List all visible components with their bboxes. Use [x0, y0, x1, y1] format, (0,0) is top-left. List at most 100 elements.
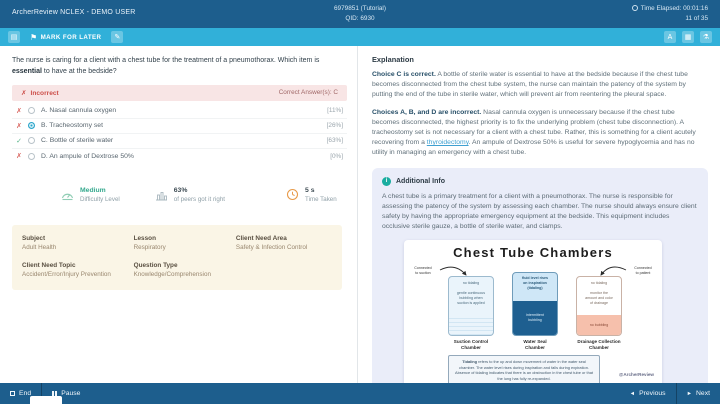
explanation-paragraph-2: Choices A, B, and D are incorrect. Nasal…	[372, 108, 696, 157]
clock-icon	[631, 5, 638, 11]
flag-icon: ⚑	[30, 32, 38, 42]
question-toolbar: ▤ ⚑ MARK FOR LATER ✎ A ▦ ⚗	[0, 28, 720, 46]
tidaling-caption: Tidaling refers to the up and down movem…	[448, 355, 600, 383]
meta-question-type: Question Type Knowledge/Comprehension	[133, 262, 211, 279]
lab-values-icon[interactable]: ⚗	[700, 31, 712, 43]
gauge-icon	[60, 187, 75, 202]
stop-icon	[10, 391, 15, 396]
option-a-percent: [11%]	[327, 107, 343, 115]
option-row-b[interactable]: ✗ B. Tracheostomy set [26%]	[12, 119, 347, 134]
additional-info-panel: i Additional Info A chest tube is a prim…	[372, 167, 708, 383]
app-title: ArcherReview NCLEX - DEMO USER	[12, 9, 136, 16]
option-c-label: C. Bottle of sterile water	[41, 137, 114, 145]
answer-options: ✗ A. Nasal cannula oxygen [11%] ✗ B. Tra…	[12, 104, 347, 164]
right-arrow-icon: ►	[686, 390, 693, 397]
peers-value: 63%	[173, 186, 188, 194]
additional-info-header: i Additional Info	[382, 176, 698, 186]
mark-for-later-label: MARK FOR LATER	[40, 33, 102, 41]
left-arrow-icon: ◄	[629, 390, 636, 397]
time-elapsed: Time Elapsed: 00:01:16	[631, 4, 708, 14]
question-stats: Medium Difficulty Level 63% of peers got…	[12, 186, 347, 204]
drainage-collection-chamber: no tidaling monitor the amount and color…	[576, 276, 622, 337]
chest-tube-diagram: Chest Tube Chambers Connected to suction…	[404, 240, 662, 383]
explanation-paragraph-1: Choice C is correct. A bottle of sterile…	[372, 71, 688, 99]
question-metadata: Subject Adult Health Lesson Respiratory …	[12, 224, 342, 290]
session-info: 6979851 (Tutorial) QID: 6930	[0, 4, 720, 24]
meta-subject: Subject Adult Health	[22, 234, 57, 251]
question-progress: 11 of 35	[685, 15, 708, 22]
next-button[interactable]: ► Next	[686, 390, 710, 397]
text-size-icon[interactable]: A	[664, 31, 676, 43]
browser-corner-tab	[30, 396, 62, 404]
peers-label: of peers got it right	[173, 195, 226, 203]
peers-stat: 63% of peers got it right	[154, 186, 225, 204]
radio-option-d[interactable]	[28, 152, 35, 160]
top-status-bar: ArcherReview NCLEX - DEMO USER 6979851 (…	[0, 0, 720, 28]
suction-control-chamber: no tidaling gentle continuous bubbling w…	[448, 276, 494, 337]
bar-chart-icon	[154, 187, 169, 202]
option-c-percent: [63%]	[326, 137, 343, 145]
pause-button[interactable]: Pause	[42, 383, 90, 404]
explanation-panel: Explanation Choice C is correct. A bottl…	[358, 46, 720, 383]
x-mark-icon: ✗	[21, 89, 27, 97]
separator	[41, 383, 43, 404]
explanation-heading: Explanation	[372, 55, 414, 64]
panel-divider	[357, 46, 358, 383]
difficulty-stat: Medium Difficulty Level	[60, 186, 120, 204]
meta-client-need-area: Client Need Area Safety & Infection Cont…	[235, 234, 308, 251]
difficulty-value: Medium	[80, 186, 106, 194]
timer-block: Time Elapsed: 00:01:16 11 of 35	[631, 4, 708, 24]
difficulty-label: Difficulty Level	[80, 195, 120, 203]
time-stat: 5 s Time Taken	[285, 186, 337, 204]
pause-icon	[52, 390, 58, 397]
calculator-icon[interactable]: ▦	[682, 31, 694, 43]
archer-review-credit: @ArcherReview	[618, 372, 654, 378]
option-a-label: A. Nasal cannula oxygen	[41, 107, 117, 115]
time-value: 5 s	[305, 186, 315, 194]
thyroidectomy-link[interactable]: thyroidectomy	[426, 139, 469, 147]
patient-callout: Connected to patient	[634, 266, 652, 275]
incorrect-x-icon: ✗	[16, 153, 22, 161]
water-seal-chamber: fluid level rises on inspiration (tidali…	[512, 272, 558, 337]
option-row-d[interactable]: ✗ D. An ampule of Dextrose 50% [0%]	[12, 149, 347, 164]
time-label: Time Taken	[305, 195, 337, 203]
suction-callout: Connected to suction	[414, 266, 432, 275]
bottom-nav-bar: End Pause ◄ Previous ► Next	[0, 383, 720, 404]
question-id: QID: 6930	[345, 15, 375, 22]
toolbar-right-icons: A ▦ ⚗	[664, 31, 712, 43]
notes-icon[interactable]: ▤	[8, 31, 20, 43]
end-button[interactable]: End	[0, 383, 41, 404]
radio-option-a[interactable]	[28, 107, 35, 115]
info-icon: i	[382, 176, 391, 186]
option-d-percent: [0%]	[330, 152, 343, 160]
option-b-label: B. Tracheostomy set	[41, 122, 103, 130]
water-dashes	[449, 315, 493, 336]
previous-button[interactable]: ◄ Previous	[629, 390, 666, 397]
question-panel: The nurse is caring for a client with a …	[0, 46, 357, 383]
result-banner: ✗ Incorrect Correct Answer(s): C	[12, 84, 347, 101]
option-d-label: D. An ampule of Dextrose 50%	[41, 152, 134, 160]
water-seal-label: Water Seal Chamber	[523, 339, 547, 351]
radio-option-c[interactable]	[28, 137, 35, 145]
separator	[675, 383, 677, 404]
correct-answer-label: Correct Answer(s): C	[278, 89, 338, 97]
correct-check-icon: ✓	[16, 137, 22, 145]
option-row-c[interactable]: ✓ C. Bottle of sterile water [63%]	[12, 134, 347, 149]
incorrect-x-icon: ✗	[16, 122, 22, 130]
drainage-collection-label: Drainage Collection Chamber	[577, 339, 621, 351]
radio-option-b-selected[interactable]	[28, 122, 35, 130]
option-b-percent: [26%]	[326, 122, 343, 130]
suction-control-label: Suction Control Chamber	[453, 339, 489, 351]
meta-lesson: Lesson Respiratory	[133, 234, 166, 251]
question-text: The nurse is caring for a client with a …	[12, 57, 320, 75]
meta-client-need-topic: Client Need Topic Accident/Error/Injury …	[22, 262, 111, 279]
option-row-a[interactable]: ✗ A. Nasal cannula oxygen [11%]	[12, 104, 347, 119]
additional-info-text: A chest tube is a primary treatment for …	[382, 192, 697, 231]
highlighter-icon[interactable]: ✎	[111, 31, 124, 43]
clock-icon	[285, 187, 300, 202]
additional-info-title: Additional Info	[396, 177, 445, 185]
mark-for-later-button[interactable]: ⚑ MARK FOR LATER	[30, 33, 101, 42]
session-id: 6979851 (Tutorial)	[334, 5, 386, 12]
diagram-title: Chest Tube Chambers	[453, 245, 613, 261]
